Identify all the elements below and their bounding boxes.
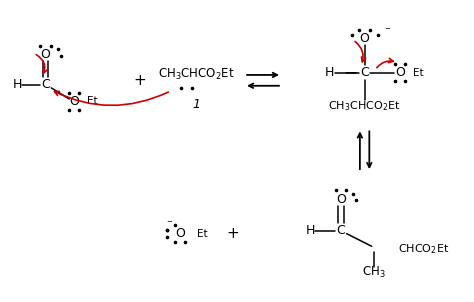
Text: O: O xyxy=(175,227,185,240)
Text: 1: 1 xyxy=(193,98,201,111)
Text: CHCO$_2$Et: CHCO$_2$Et xyxy=(398,242,449,255)
Text: Et: Et xyxy=(87,96,97,106)
Text: O: O xyxy=(360,32,370,45)
Text: C: C xyxy=(360,66,369,79)
Text: Et: Et xyxy=(413,68,423,78)
Text: Et: Et xyxy=(197,229,208,239)
Text: CH$_3$CHCO$_2$Et: CH$_3$CHCO$_2$Et xyxy=(328,99,401,113)
Text: +: + xyxy=(134,73,146,88)
Text: C: C xyxy=(337,224,346,237)
Text: $^{-}$: $^{-}$ xyxy=(384,26,391,36)
Text: O: O xyxy=(69,95,79,108)
Text: CH$_3$: CH$_3$ xyxy=(362,265,386,280)
Text: O: O xyxy=(41,48,51,61)
Text: $^{-}$: $^{-}$ xyxy=(166,220,173,230)
Text: H: H xyxy=(12,78,22,92)
Text: C: C xyxy=(41,78,50,92)
Text: H: H xyxy=(306,224,315,237)
Text: CH$_3$CHCO$_2$Et: CH$_3$CHCO$_2$Et xyxy=(158,67,235,82)
Text: O: O xyxy=(395,66,405,79)
Text: O: O xyxy=(336,193,346,206)
Text: +: + xyxy=(226,226,238,241)
Text: H: H xyxy=(325,66,334,79)
